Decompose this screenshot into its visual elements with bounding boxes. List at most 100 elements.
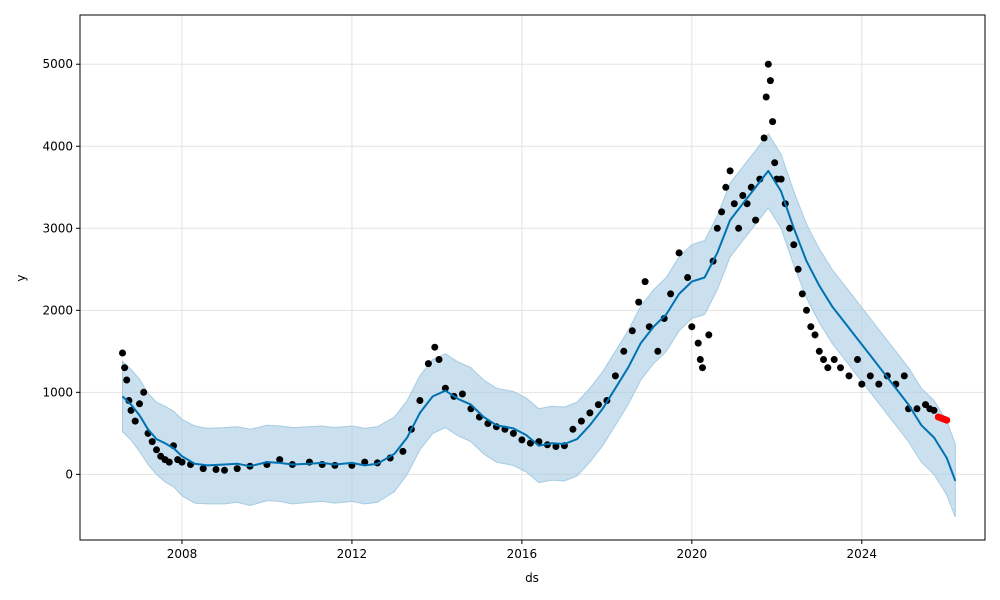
- observed-point-118: [922, 401, 929, 409]
- observed-point-76: [713, 224, 721, 232]
- observed-point-33: [399, 447, 407, 455]
- observed-point-110: [858, 380, 866, 388]
- observed-point-24: [276, 456, 284, 464]
- observed-point-21: [233, 465, 241, 473]
- observed-point-112: [875, 380, 883, 388]
- observed-point-57: [594, 401, 602, 409]
- gridlines: [80, 15, 985, 540]
- y-tick-label-3: 3000: [42, 221, 73, 235]
- x-tick-label-3: 2020: [677, 547, 708, 561]
- observed-point-7: [140, 388, 148, 396]
- recent-points: [934, 413, 951, 424]
- observed-point-5: [131, 417, 139, 425]
- observed-point-48: [518, 436, 526, 444]
- observed-point-73: [699, 364, 706, 372]
- y-tick-label-1: 1000: [42, 385, 73, 399]
- observed-point-38: [435, 356, 443, 363]
- observed-point-67: [667, 290, 675, 298]
- interval-band: [122, 133, 956, 518]
- observed-point-39: [441, 384, 449, 392]
- observed-point-103: [815, 347, 823, 355]
- observed-point-9: [148, 438, 156, 446]
- observed-point-106: [830, 356, 838, 363]
- observed-point-101: [807, 323, 815, 331]
- observed-point-79: [726, 167, 734, 175]
- observed-point-37: [431, 343, 439, 351]
- observed-point-16: [178, 458, 186, 466]
- observed-point-94: [777, 175, 785, 183]
- observed-point-18: [199, 465, 207, 473]
- observed-point-85: [752, 216, 760, 224]
- observed-point-104: [820, 356, 827, 363]
- observed-point-91: [769, 118, 777, 126]
- observed-point-117: [913, 405, 921, 413]
- observed-point-98: [794, 265, 802, 273]
- observed-point-49: [526, 439, 534, 447]
- observed-point-97: [790, 241, 798, 249]
- observed-point-78: [722, 183, 730, 191]
- observed-point-13: [165, 458, 173, 466]
- observed-point-107: [837, 364, 844, 372]
- uncertainty-band: [122, 133, 956, 518]
- observed-point-108: [845, 372, 853, 380]
- observed-point-120: [930, 406, 938, 414]
- y-axis-ticks: 0 1000 2000 3000 4000 5000: [42, 57, 80, 481]
- observed-point-41: [458, 390, 466, 398]
- forecast-line: [121, 169, 957, 482]
- observed-point-0: [119, 349, 126, 357]
- observed-point-88: [762, 93, 770, 101]
- observed-point-90: [766, 77, 774, 85]
- observed-point-77: [718, 208, 726, 216]
- plot-frame: [79, 14, 986, 541]
- observed-point-99: [798, 290, 806, 298]
- observed-point-109: [854, 356, 861, 363]
- observed-point-96: [786, 224, 794, 232]
- observed-point-52: [552, 443, 560, 450]
- y-tick-label-4: 4000: [42, 139, 73, 153]
- observed-point-30: [361, 458, 369, 466]
- observed-point-105: [824, 364, 832, 372]
- observed-point-80: [730, 200, 738, 208]
- y-tick-label-2: 2000: [42, 303, 73, 317]
- observed-point-19: [212, 466, 220, 473]
- y-tick-label-0: 0: [65, 467, 73, 481]
- observed-point-71: [694, 339, 702, 347]
- observed-point-61: [628, 327, 636, 335]
- observed-point-81: [735, 224, 743, 232]
- observed-point-6: [136, 400, 143, 408]
- observed-point-111: [866, 372, 874, 380]
- observed-point-87: [760, 134, 768, 142]
- observed-point-54: [569, 425, 577, 433]
- forecast-polyline: [121, 169, 957, 482]
- observed-point-74: [705, 331, 713, 339]
- x-axis-label: ds: [525, 571, 539, 585]
- y-tick-label-5: 5000: [42, 57, 73, 71]
- observed-point-35: [416, 397, 424, 404]
- x-tick-label-2: 2016: [507, 547, 538, 561]
- x-tick-label-0: 2008: [167, 547, 198, 561]
- observed-point-63: [641, 278, 649, 286]
- x-tick-label-1: 2012: [337, 547, 368, 561]
- observed-point-4: [127, 406, 135, 414]
- x-axis-ticks: 2008 2012 2016 2020 2024: [167, 540, 877, 561]
- observed-point-60: [620, 347, 628, 355]
- observed-point-47: [509, 429, 517, 437]
- observed-point-59: [611, 372, 619, 380]
- x-tick-label-4: 2024: [847, 547, 878, 561]
- observed-point-92: [771, 159, 779, 167]
- observed-point-2: [123, 376, 131, 384]
- observed-point-115: [900, 372, 908, 380]
- observed-point-100: [803, 306, 810, 314]
- observed-point-69: [684, 274, 692, 281]
- observed-point-10: [153, 446, 160, 454]
- observed-point-82: [739, 192, 747, 199]
- observed-point-65: [654, 347, 662, 355]
- observed-point-102: [811, 331, 819, 339]
- observed-point-55: [577, 417, 585, 425]
- observed-point-1: [121, 364, 129, 372]
- observed-point-56: [586, 409, 594, 417]
- observed-point-36: [424, 360, 432, 368]
- observed-point-62: [635, 298, 643, 306]
- observed-point-68: [675, 249, 683, 257]
